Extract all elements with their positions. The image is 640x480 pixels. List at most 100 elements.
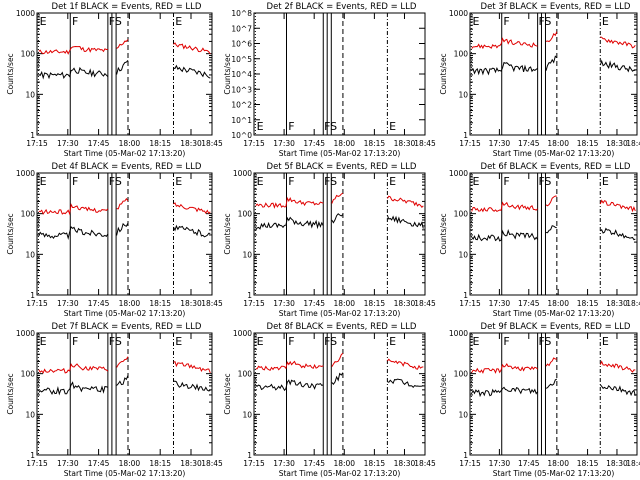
y-tick-label: 1 xyxy=(30,451,35,460)
lld-series xyxy=(471,201,538,213)
y-tick-label: 1 xyxy=(247,291,252,300)
events-series xyxy=(116,375,129,386)
y-axis-label: Counts/sec xyxy=(439,373,448,414)
plot-frame xyxy=(469,332,638,456)
marker-label: E xyxy=(389,335,396,348)
marker-label: E xyxy=(40,175,47,188)
events-series xyxy=(116,222,129,236)
marker-label: S xyxy=(330,335,337,348)
x-tick-label: 17:30 xyxy=(489,139,511,148)
panel-5: Det 5f BLACK = Events, RED = LLD 1 10 100 10… xyxy=(223,162,436,318)
y-tick-label: 10^3 xyxy=(231,85,252,94)
events-series xyxy=(386,215,424,229)
lld-series xyxy=(599,199,636,213)
y-tick-label: 1000 xyxy=(16,329,35,338)
events-series xyxy=(173,64,211,79)
events-series xyxy=(471,228,539,242)
x-tick-label: 18:45 xyxy=(414,299,436,308)
x-tick-label: 18:00 xyxy=(547,139,569,148)
x-tick-label: 18:15 xyxy=(149,139,171,148)
events-series xyxy=(38,225,109,241)
y-tick-label: 1000 xyxy=(449,169,468,178)
x-tick-label: 18:45 xyxy=(626,139,640,148)
events-series xyxy=(38,381,109,396)
plot-frame xyxy=(36,332,213,456)
x-tick-label: 17:30 xyxy=(57,139,79,148)
x-tick-label: 18:30 xyxy=(394,139,416,148)
y-tick-label: 10^7 xyxy=(231,24,252,33)
marker-label: E xyxy=(40,335,47,348)
lld-series xyxy=(116,197,129,210)
x-axis-label: Start Time (05-Mar-02 17:13:20) xyxy=(64,309,186,318)
y-tick-label: 10^0 xyxy=(231,131,252,140)
marker-label: S xyxy=(330,175,337,188)
lld-series xyxy=(255,196,324,209)
y-tick-label: 100 xyxy=(21,370,36,379)
lld-series xyxy=(38,203,109,216)
marker-label: E xyxy=(602,15,609,28)
x-axis-label: Start Time (05-Mar-02 17:13:20) xyxy=(279,149,401,158)
marker-label: E xyxy=(473,15,480,28)
y-axis-label: Counts/sec xyxy=(6,373,15,414)
x-tick-label: 17:15 xyxy=(459,459,481,468)
marker-label: E xyxy=(257,175,264,188)
y-tick-label: 1 xyxy=(463,451,468,460)
x-tick-label: 18:00 xyxy=(333,299,355,308)
y-tick-label: 1 xyxy=(247,451,252,460)
y-tick-label: 1 xyxy=(463,131,468,140)
y-tick-label: 10^8 xyxy=(231,9,252,18)
x-tick-label: 18:15 xyxy=(577,139,599,148)
x-tick-label: 17:45 xyxy=(303,459,325,468)
y-tick-label: 1000 xyxy=(16,169,35,178)
events-series xyxy=(599,59,636,73)
x-axis-label: Start Time (05-Mar-02 17:13:20) xyxy=(279,469,401,478)
marker-label: E xyxy=(175,175,182,188)
y-tick-label: 10 xyxy=(458,90,468,99)
x-tick-label: 18:00 xyxy=(333,459,355,468)
y-tick-label: 1 xyxy=(30,131,35,140)
x-tick-label: 18:30 xyxy=(180,139,202,148)
y-tick-label: 1 xyxy=(463,291,468,300)
x-tick-label: 17:45 xyxy=(518,459,540,468)
x-tick-label: 18:15 xyxy=(577,459,599,468)
y-axis-label: Counts/sec xyxy=(223,213,232,254)
y-tick-label: 10^2 xyxy=(231,101,252,110)
plot-frame xyxy=(253,12,426,136)
y-tick-label: 10^4 xyxy=(231,70,252,79)
marker-label: E xyxy=(257,335,264,348)
y-tick-label: 1000 xyxy=(233,169,252,178)
x-tick-label: 18:45 xyxy=(626,299,640,308)
x-tick-label: 18:45 xyxy=(201,459,223,468)
x-tick-label: 18:15 xyxy=(577,299,599,308)
marker-label: S xyxy=(544,175,551,188)
x-tick-label: 18:45 xyxy=(414,139,436,148)
x-axis-label: Start Time (05-Mar-02 17:13:20) xyxy=(493,309,615,318)
events-series xyxy=(255,379,324,392)
marker-label: S xyxy=(115,335,122,348)
marker-label: F xyxy=(72,15,78,28)
y-axis-label: Counts/sec xyxy=(223,373,232,414)
marker-label: F xyxy=(324,335,330,348)
marker-label: F xyxy=(538,15,544,28)
events-series xyxy=(331,372,344,385)
events-series xyxy=(545,55,558,71)
marker-label: F xyxy=(324,120,330,133)
lld-series xyxy=(545,357,557,367)
x-tick-label: 17:15 xyxy=(459,139,481,148)
panel-title: Det 3f BLACK = Events, RED = LLD xyxy=(481,2,631,12)
events-series xyxy=(173,224,211,238)
x-tick-label: 18:15 xyxy=(364,139,386,148)
marker-label: F xyxy=(109,175,115,188)
x-tick-label: 18:30 xyxy=(394,459,416,468)
lld-series xyxy=(331,352,344,367)
events-series xyxy=(38,66,109,80)
y-tick-label: 10^1 xyxy=(231,116,252,125)
x-axis-label: Start Time (05-Mar-02 17:13:20) xyxy=(279,309,401,318)
marker-label: S xyxy=(330,120,337,133)
x-tick-label: 17:45 xyxy=(303,299,325,308)
marker-label: E xyxy=(257,120,264,133)
plot-frame xyxy=(36,12,213,136)
y-tick-label: 1 xyxy=(30,291,35,300)
y-tick-label: 10 xyxy=(25,90,35,99)
